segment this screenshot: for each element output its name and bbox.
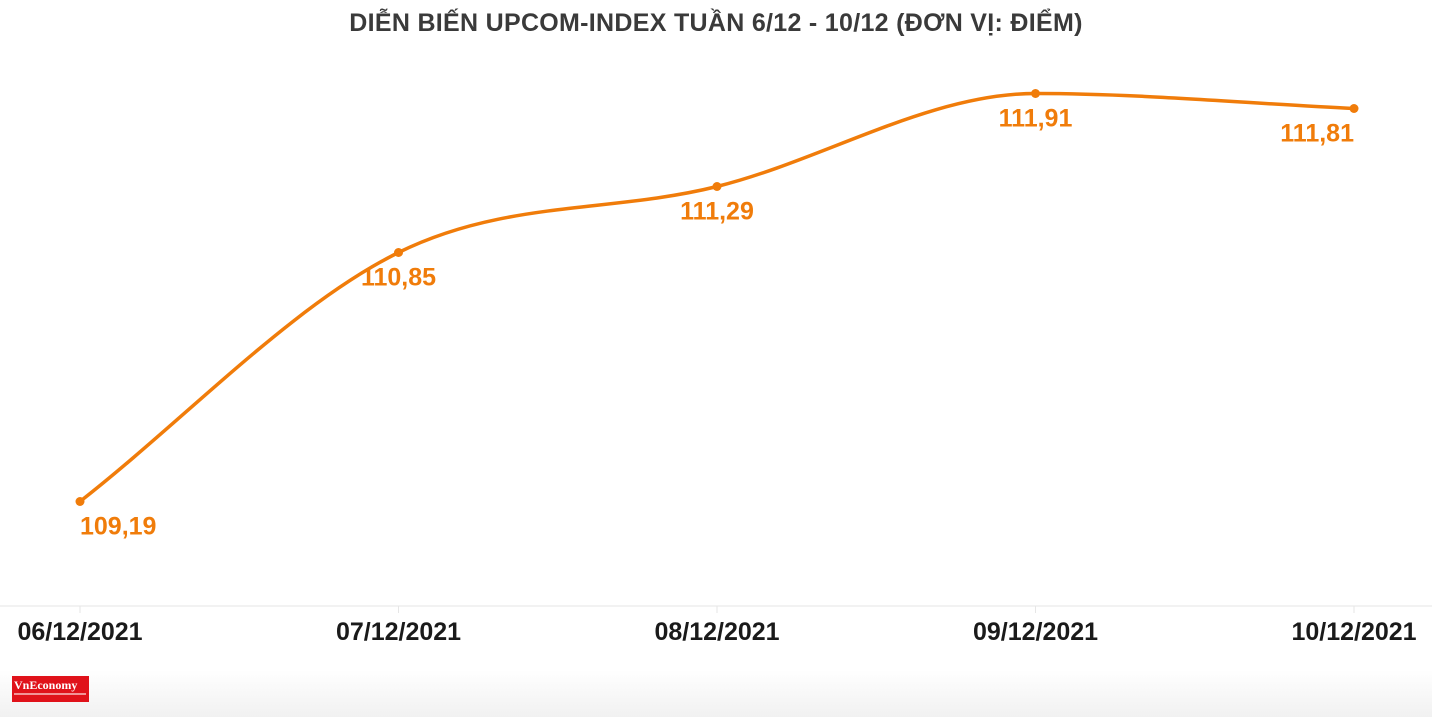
x-tick-label: 07/12/2021: [336, 618, 461, 646]
series-line: [78, 91, 1356, 504]
x-tick-label: 10/12/2021: [1291, 618, 1416, 646]
x-tick-label: 06/12/2021: [17, 618, 142, 646]
x-tick-label: 09/12/2021: [973, 618, 1098, 646]
vneconomy-logo: VnEconomy: [12, 676, 89, 702]
data-label: 111,91: [999, 105, 1073, 133]
data-point: [394, 248, 403, 257]
data-point: [712, 182, 722, 191]
data-point: [1349, 104, 1359, 113]
brand-name: VnEconomy: [14, 678, 78, 692]
x-tick-label: 08/12/2021: [654, 618, 779, 646]
footer-shade: [0, 670, 1432, 717]
brand-tagline-mark: [14, 693, 86, 695]
data-point: [75, 497, 85, 506]
chart-title: DIỄN BIẾN UPCOM-INDEX TUẦN 6/12 - 10/12 …: [349, 9, 1083, 37]
data-label: 111,81: [1280, 120, 1354, 148]
data-label: 110,85: [361, 264, 436, 292]
data-label: 109,19: [80, 513, 156, 541]
data-label: 111,29: [680, 198, 754, 226]
data-point: [1031, 89, 1040, 98]
